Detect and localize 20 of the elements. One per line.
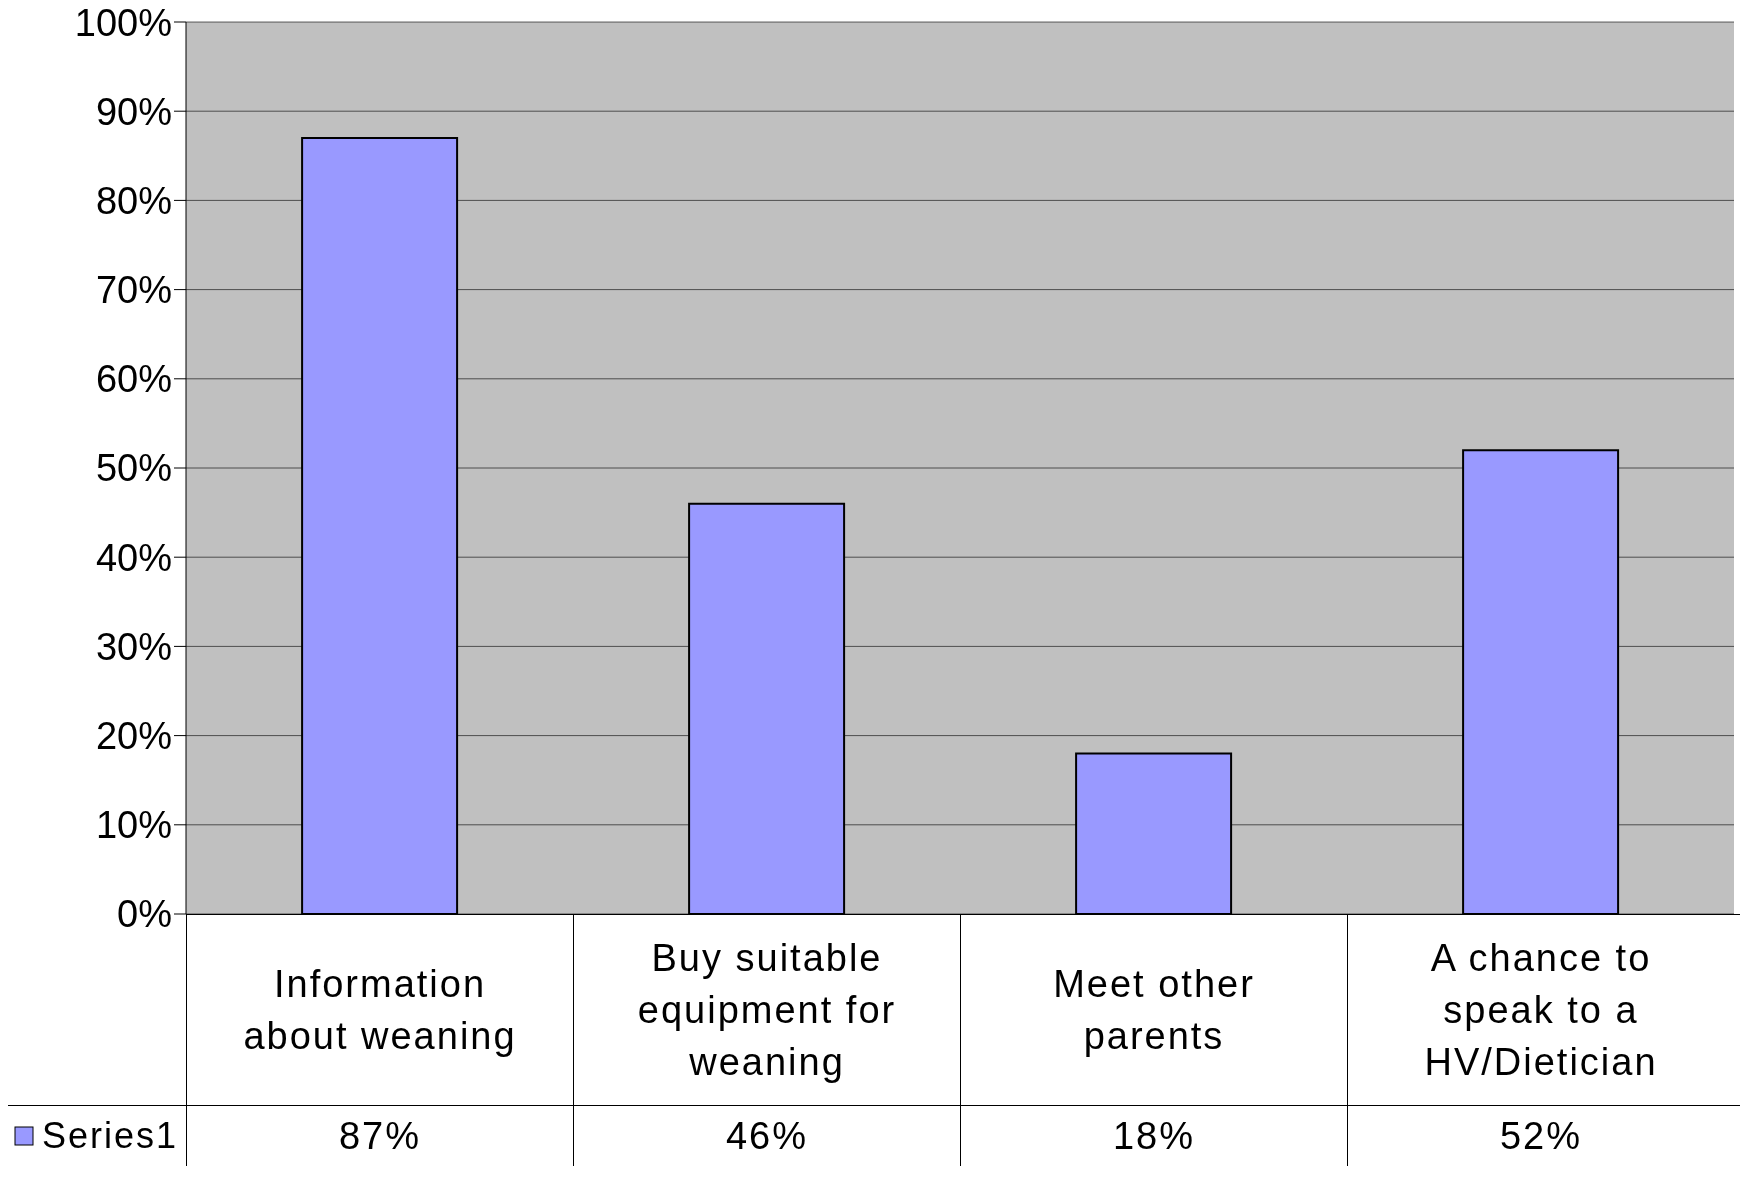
data-label: 46% (573, 1106, 960, 1166)
legend-label: Series1 (41, 1115, 178, 1157)
x-tick-label: Information about weaning (242, 962, 518, 1059)
y-tick-label: 30% (95, 625, 172, 668)
y-tick-label: 70% (95, 269, 172, 312)
y-tick-label: 80% (95, 179, 172, 222)
y-tick-label: 40% (95, 536, 172, 579)
y-tick-label: 0% (117, 893, 172, 936)
y-tick-label: 10% (95, 804, 172, 847)
y-tick-label: 50% (95, 447, 172, 490)
x-tick-label: Meet other parents (1052, 962, 1256, 1059)
data-label: 52% (1347, 1106, 1734, 1166)
data-label: 87% (186, 1106, 573, 1166)
y-tick-label: 100% (74, 1, 172, 44)
data-label: 18% (960, 1106, 1347, 1166)
y-tick-label: 20% (95, 715, 172, 758)
x-tick-label: Buy suitable equipment for weaning (636, 936, 898, 1085)
y-tick-label: 60% (95, 358, 172, 401)
y-tick-label: 90% (95, 90, 172, 133)
x-tick-label: A chance to speak to a HV/Dietician (1423, 936, 1659, 1085)
